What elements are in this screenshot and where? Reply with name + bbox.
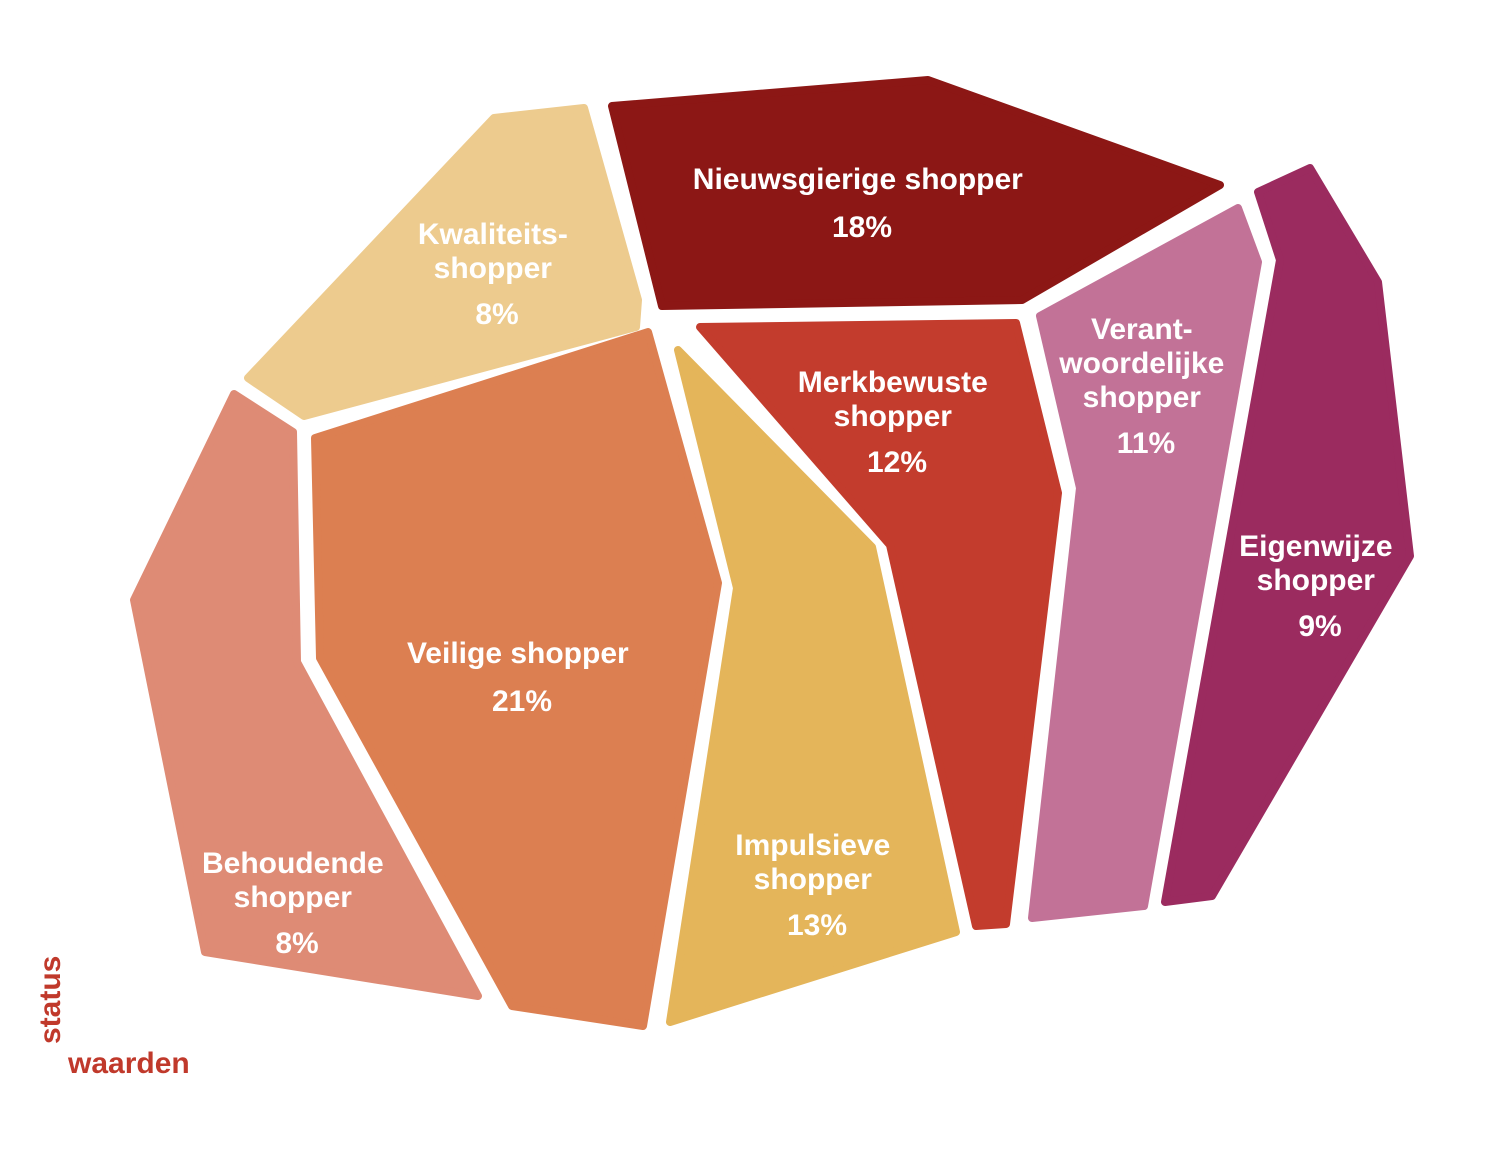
segment-nieuwsgierige-label: Nieuwsgierige shopper 18% xyxy=(693,163,1031,244)
segment-behoudende-shape xyxy=(130,390,482,1000)
segment-veilige-shape xyxy=(311,328,722,1030)
segment-behoudende: Behoudende shopper 8% xyxy=(130,390,482,1000)
segment-eigenwijze-label: Eigenwijze shopper 9% xyxy=(1239,530,1401,643)
segment-verantwoordelijke: Verant- woordelijke shopper 11% xyxy=(1028,204,1262,922)
segment-impulsieve: Impulsieve shopper 13% xyxy=(666,346,960,1026)
axis-label-status: status xyxy=(34,956,67,1044)
segment-merkbewuste-label: Merkbewuste shopper 12% xyxy=(798,366,996,479)
segment-merkbewuste-shape xyxy=(696,319,1062,930)
axis-label-waarden: waarden xyxy=(67,1047,190,1080)
segment-behoudende-label: Behoudende shopper 8% xyxy=(202,847,392,960)
segment-eigenwijze-shape xyxy=(1161,164,1414,906)
segment-veilige-label: Veilige shopper 21% xyxy=(407,637,637,718)
segment-impulsieve-label: Impulsieve shopper 13% xyxy=(735,829,898,942)
segment-veilige: Veilige shopper 21% xyxy=(311,328,722,1030)
segment-nieuwsgierige: Nieuwsgierige shopper 18% xyxy=(608,76,1224,310)
segment-impulsieve-shape xyxy=(666,346,960,1026)
segment-merkbewuste: Merkbewuste shopper 12% xyxy=(696,319,1062,930)
segment-nieuwsgierige-shape xyxy=(608,76,1224,310)
segment-kwaliteits: Kwaliteits- shopper 8% xyxy=(244,104,642,420)
segment-kwaliteits-shape xyxy=(244,104,642,420)
segment-verantwoordelijke-label: Verant- woordelijke shopper 11% xyxy=(1058,313,1232,460)
segment-kwaliteits-label: Kwaliteits- shopper 8% xyxy=(418,218,576,331)
segment-eigenwijze: Eigenwijze shopper 9% xyxy=(1161,164,1414,906)
segment-verantwoordelijke-shape xyxy=(1028,204,1262,922)
